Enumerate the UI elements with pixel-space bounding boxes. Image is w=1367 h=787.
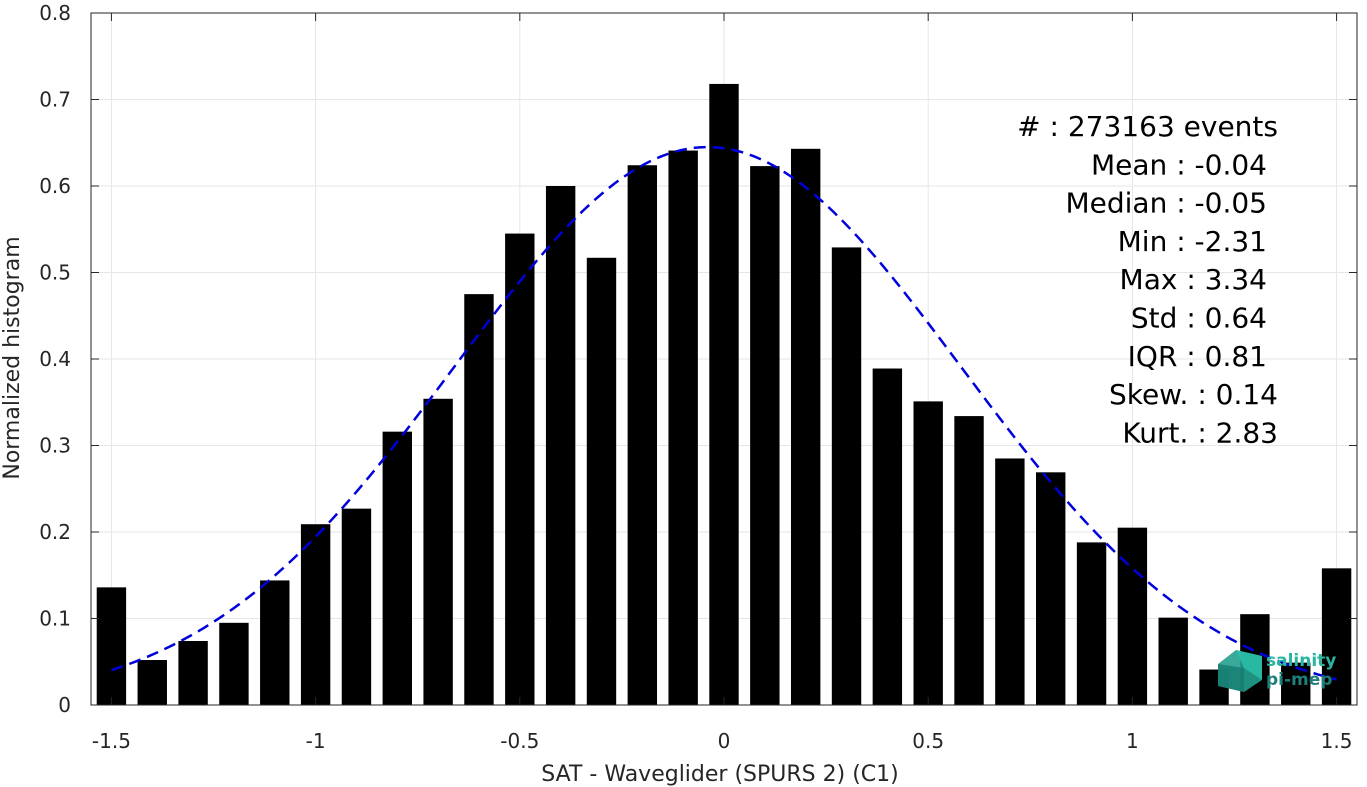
- tick-labels: -1.5 -1 -0.5 0 0.5 1 1.5 0 0.1 0.2 0.3 0.4 0.5 0.6 0.7…: [39, 1, 1352, 753]
- histogram-bar: [1076, 542, 1107, 705]
- histogram-bar: [178, 640, 208, 705]
- histogram-bar: [1117, 527, 1148, 705]
- histogram-bar: [219, 622, 249, 705]
- histogram-bar: [260, 580, 290, 705]
- y-tick-label: 0.8: [39, 1, 71, 25]
- logo-text-salinity: salinity: [1266, 651, 1336, 671]
- stat-line: IQR : 0.81: [1128, 340, 1267, 373]
- histogram-bar: [382, 431, 412, 705]
- y-tick-label: 0.1: [39, 607, 71, 631]
- histogram-bar: [790, 148, 821, 705]
- x-tick-label: -1: [306, 729, 326, 753]
- histogram-bar: [709, 83, 739, 706]
- histogram-bar: [668, 150, 698, 705]
- histogram-bar: [995, 458, 1025, 705]
- histogram-bar: [750, 166, 780, 706]
- stat-line: # : 273163 events: [1017, 110, 1278, 143]
- histogram-bar: [913, 401, 943, 705]
- x-tick-label: 0.5: [912, 729, 944, 753]
- stat-line: Mean : -0.04: [1091, 148, 1267, 181]
- histogram-bar: [954, 416, 984, 705]
- y-tick-label: 0.2: [39, 520, 71, 544]
- stat-line: Std : 0.64: [1131, 302, 1267, 335]
- histogram-bar: [137, 660, 167, 705]
- stat-line: Min : -2.31: [1118, 225, 1267, 258]
- y-tick-label: 0.3: [39, 434, 71, 458]
- y-tick-label: 0.4: [39, 347, 71, 371]
- x-tick-label: -0.5: [500, 729, 539, 753]
- x-tick-label: 1: [1126, 729, 1139, 753]
- y-tick-label: 0.7: [39, 88, 71, 112]
- x-axis-title: SAT - Waveglider (SPURS 2) (C1): [541, 762, 898, 787]
- y-tick-label: 0.5: [39, 261, 71, 285]
- histogram-bar: [831, 247, 862, 706]
- y-axis-title: Normalized histogram: [0, 236, 25, 479]
- salinity-pi-mep-logo: salinity pi-mep: [1218, 650, 1336, 692]
- y-tick-label: 0: [58, 693, 71, 717]
- histogram-bar: [341, 508, 372, 705]
- histogram-bar: [423, 398, 453, 705]
- histogram-bar: [545, 186, 576, 705]
- logo-text-pi-mep: pi-mep: [1266, 670, 1332, 690]
- axes: [90, 12, 1358, 706]
- histogram-bar: [1036, 472, 1066, 705]
- x-tick-label: 1.5: [1321, 729, 1353, 753]
- bars: [96, 83, 1352, 706]
- x-tick-label: 0: [718, 729, 731, 753]
- stat-line: Max : 3.34: [1120, 263, 1267, 296]
- histogram-bar: [464, 294, 494, 705]
- histogram-bar: [872, 368, 903, 705]
- stat-line: Skew. : 0.14: [1109, 378, 1278, 411]
- histogram-bar: [1158, 617, 1188, 705]
- normal-fit-curve: [111, 145, 1337, 681]
- x-tick-label: -1.5: [92, 729, 131, 753]
- statistics-box: # : 273163 events Mean : -0.04 Median : -0…: [1017, 110, 1278, 449]
- histogram-bar: [300, 524, 331, 705]
- histogram-bar: [96, 587, 127, 705]
- histogram-bar: [1321, 568, 1352, 705]
- stat-line: Kurt. : 2.83: [1122, 416, 1278, 449]
- stat-line: Median : -0.05: [1065, 187, 1267, 220]
- histogram-bar: [627, 165, 658, 706]
- histogram-bar: [505, 233, 535, 705]
- y-tick-label: 0.6: [39, 174, 71, 198]
- histogram-bar: [586, 257, 617, 705]
